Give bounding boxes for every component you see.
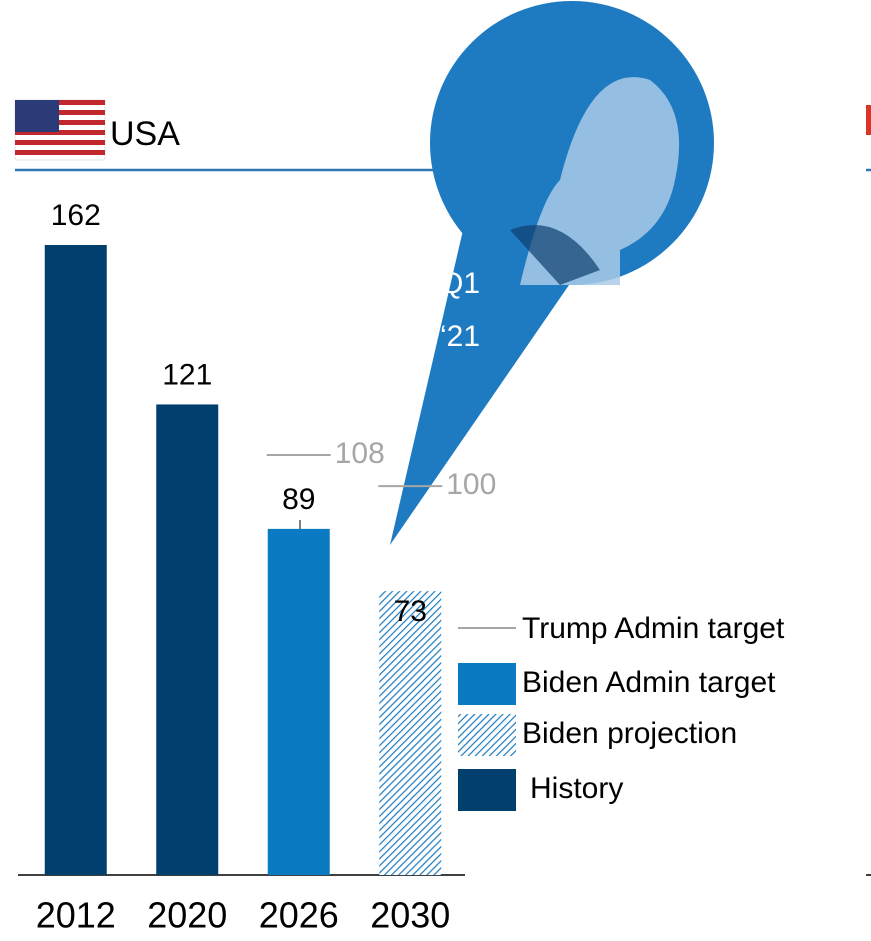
bar [267,528,330,875]
data-label: 100 [446,468,496,501]
legend-swatch [458,769,516,811]
x-tick-label: 2026 [259,895,339,936]
legend-label: Biden projection [522,717,737,750]
data-label: 108 [335,437,385,470]
x-tick-label: 2030 [370,895,450,936]
x-tick-label: 2012 [36,895,116,936]
data-label: 89 [282,483,315,516]
legend-swatch [458,663,516,705]
data-label: 73 [394,595,427,628]
legend-label: Biden Admin target [522,666,776,699]
callout: Q1 ‘21 [390,1,714,545]
legend-label: Trump Admin target [522,612,785,645]
bar [44,245,107,875]
annotation: Q1 [440,267,480,300]
annotation: ‘21 [440,320,480,353]
legend-label: History [530,772,623,805]
flag [14,99,106,161]
next-panel-edge [866,105,871,135]
chart-title: USA [110,115,180,153]
legend-swatch [458,714,516,756]
x-tick-label: 2020 [147,895,227,936]
data-label: 121 [162,358,212,391]
data-label: 162 [51,199,101,232]
bar [379,591,442,875]
bar [156,404,219,875]
